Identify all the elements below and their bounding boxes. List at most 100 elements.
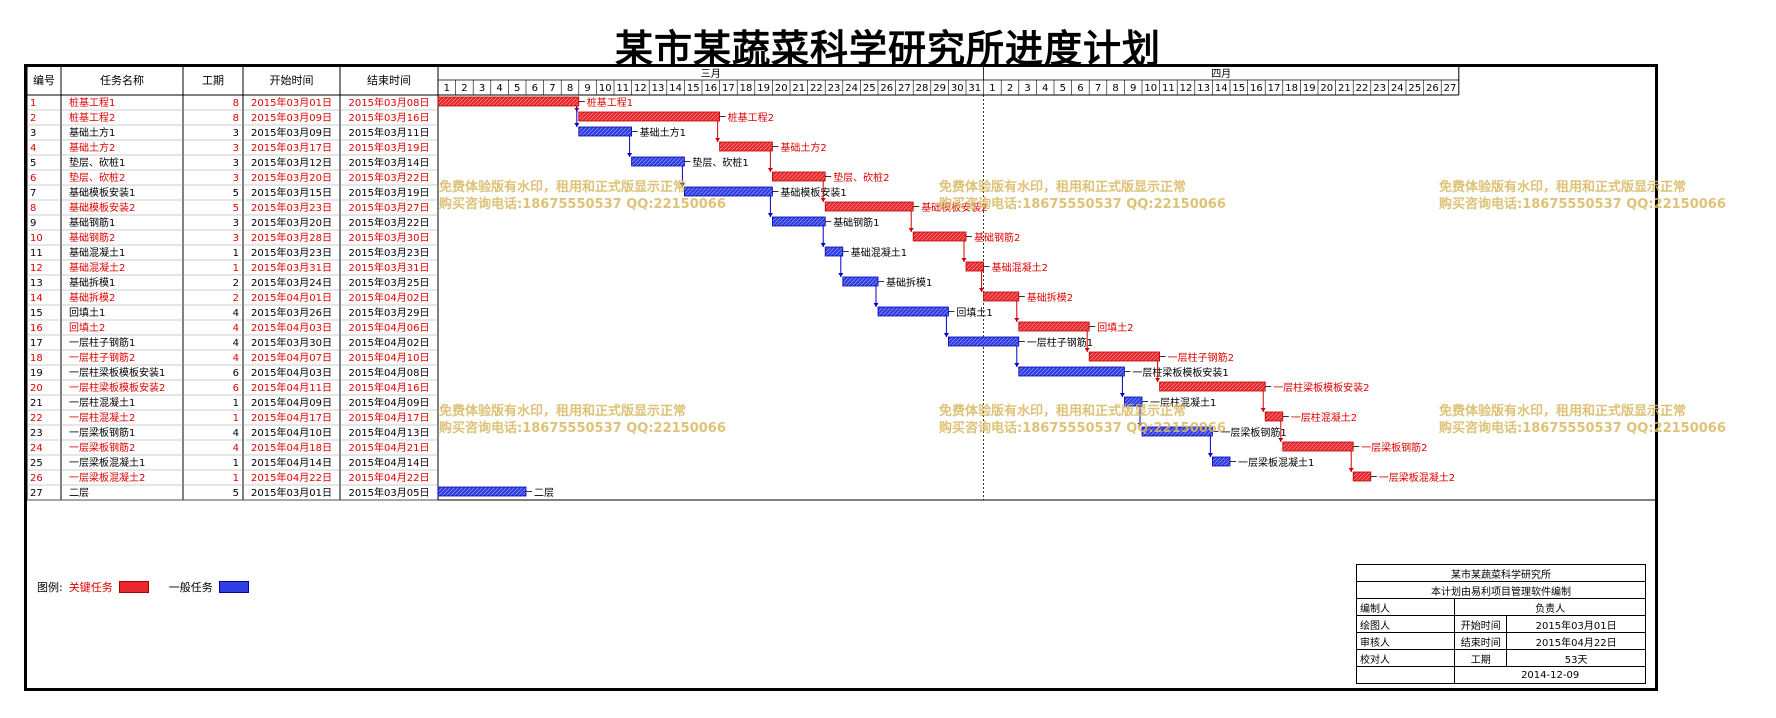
task-id: 10 xyxy=(30,233,43,244)
legend-critical-swatch xyxy=(118,581,149,593)
watermark-line2: 购买咨询电话:18675550537 QQ:22150066 xyxy=(939,197,1226,212)
task-name: 一层柱子钢筋1 xyxy=(69,336,135,349)
watermark: 免费体验版有水印，租用和正式版显示正常 购买咨询电话:18675550537 Q… xyxy=(439,179,726,213)
gantt-bar xyxy=(772,171,826,182)
arrow-head xyxy=(1278,438,1284,442)
task-name: 一层柱混凝土2 xyxy=(69,411,135,424)
day-number: 25 xyxy=(1408,83,1421,94)
arrow-head xyxy=(979,288,985,292)
day-number: 10 xyxy=(599,83,612,94)
task-id: 22 xyxy=(30,413,43,424)
tb-note: 本计划由易利项目管理软件编制 xyxy=(1356,581,1646,599)
task-end: 2015年04月02日 xyxy=(349,336,430,349)
bar-label: 二层 xyxy=(534,487,554,499)
gantt-bar xyxy=(578,126,632,137)
day-number: 24 xyxy=(1391,83,1404,94)
task-start: 2015年03月28日 xyxy=(251,231,332,244)
task-name: 基础土方2 xyxy=(69,141,115,154)
watermark: 免费体验版有水印，租用和正式版显示正常 购买咨询电话:18675550537 Q… xyxy=(939,179,1226,213)
task-name: 基础混凝土2 xyxy=(69,261,125,274)
task-id: 6 xyxy=(30,173,36,184)
task-duration: 1 xyxy=(233,263,239,274)
gantt-bar xyxy=(1088,351,1160,362)
tb-org: 某市某蔬菜科学研究所 xyxy=(1356,564,1646,582)
task-name: 一层梁板钢筋1 xyxy=(69,426,135,439)
day-number: 10 xyxy=(1144,83,1157,94)
task-start: 2015年04月10日 xyxy=(251,426,332,439)
task-start: 2015年04月18日 xyxy=(251,441,332,454)
watermark: 免费体验版有水印，租用和正式版显示正常 购买咨询电话:18675550537 Q… xyxy=(1439,403,1726,437)
task-start: 2015年04月22日 xyxy=(251,471,332,484)
task-end: 2015年03月05日 xyxy=(349,486,430,499)
task-end: 2015年03月22日 xyxy=(349,171,430,184)
bar-label: 基础拆模2 xyxy=(1027,291,1073,304)
bar-label: 桩基工程1 xyxy=(587,96,633,109)
gantt-bar xyxy=(437,486,527,497)
column-header: 任务名称 xyxy=(100,73,144,87)
task-id: 25 xyxy=(30,458,43,469)
task-id: 26 xyxy=(30,473,43,484)
legend-normal-swatch xyxy=(218,581,249,593)
watermark-line1: 免费体验版有水印，租用和正式版显示正常 xyxy=(939,404,1187,419)
task-id: 20 xyxy=(30,383,43,394)
day-number: 23 xyxy=(828,83,841,94)
gantt-bar xyxy=(842,276,879,287)
day-number: 3 xyxy=(479,83,485,94)
day-number: 12 xyxy=(634,83,647,94)
bar-label: 一层柱子钢筋2 xyxy=(1168,351,1234,364)
task-name: 基础钢筋1 xyxy=(69,216,115,229)
task-start: 2015年04月17日 xyxy=(251,411,332,424)
tb-owner: 负责人 xyxy=(1454,598,1646,616)
task-duration: 3 xyxy=(233,158,239,169)
task-duration: 6 xyxy=(233,368,239,379)
task-end: 2015年03月31日 xyxy=(349,261,430,274)
task-duration: 5 xyxy=(233,188,239,199)
gantt-bar xyxy=(983,291,1020,302)
tb-end-label: 结束时间 xyxy=(1454,632,1508,650)
task-name: 基础钢筋2 xyxy=(69,231,115,244)
task-name: 基础拆模1 xyxy=(69,276,115,289)
day-number: 4 xyxy=(1042,83,1048,94)
task-duration: 8 xyxy=(233,98,239,109)
day-number: 16 xyxy=(704,83,717,94)
arrow-head xyxy=(943,333,949,337)
day-number: 1 xyxy=(989,83,995,94)
bar-label: 基础钢筋1 xyxy=(833,216,879,229)
arrow-head xyxy=(1260,408,1266,412)
gantt-bar xyxy=(824,246,844,257)
watermark-line2: 购买咨询电话:18675550537 QQ:22150066 xyxy=(939,421,1226,436)
column-header: 结束时间 xyxy=(367,74,411,87)
day-number: 9 xyxy=(584,83,590,94)
task-end: 2015年04月06日 xyxy=(349,321,430,334)
day-number: 7 xyxy=(549,83,555,94)
task-duration: 3 xyxy=(233,128,239,139)
task-name: 一层梁板混凝土2 xyxy=(69,471,145,484)
arrow-head xyxy=(838,273,844,277)
gantt-bar xyxy=(1212,456,1231,467)
day-number: 18 xyxy=(1285,83,1298,94)
day-number: 15 xyxy=(1232,83,1245,94)
task-end: 2015年04月02日 xyxy=(349,291,430,304)
task-start: 2015年04月11日 xyxy=(251,381,332,394)
tb-dur-label: 工期 xyxy=(1454,649,1508,667)
gantt-bar xyxy=(1159,381,1266,392)
watermark: 免费体验版有水印，租用和正式版显示正常 购买咨询电话:18675550537 Q… xyxy=(439,403,726,437)
gantt-bar xyxy=(631,156,685,167)
tb-drawer: 绘图人 xyxy=(1355,615,1456,633)
task-id: 27 xyxy=(30,488,43,499)
bar-label: 垫层、砍桩2 xyxy=(833,171,889,184)
task-id: 3 xyxy=(30,128,36,139)
arrow-head xyxy=(679,183,685,187)
task-duration: 4 xyxy=(233,443,239,454)
legend-critical-label: 关键任务 xyxy=(68,581,113,594)
watermark-line1: 免费体验版有水印，租用和正式版显示正常 xyxy=(1439,404,1687,419)
gantt-bar xyxy=(719,141,773,152)
task-duration: 1 xyxy=(233,413,239,424)
task-start: 2015年04月07日 xyxy=(251,351,332,364)
task-end: 2015年03月25日 xyxy=(349,276,430,289)
day-number: 23 xyxy=(1373,83,1386,94)
tb-end-value: 2015年04月22日 xyxy=(1506,632,1646,650)
arrow-head xyxy=(1014,363,1020,367)
task-id: 21 xyxy=(30,398,43,409)
task-end: 2015年04月08日 xyxy=(349,366,430,379)
